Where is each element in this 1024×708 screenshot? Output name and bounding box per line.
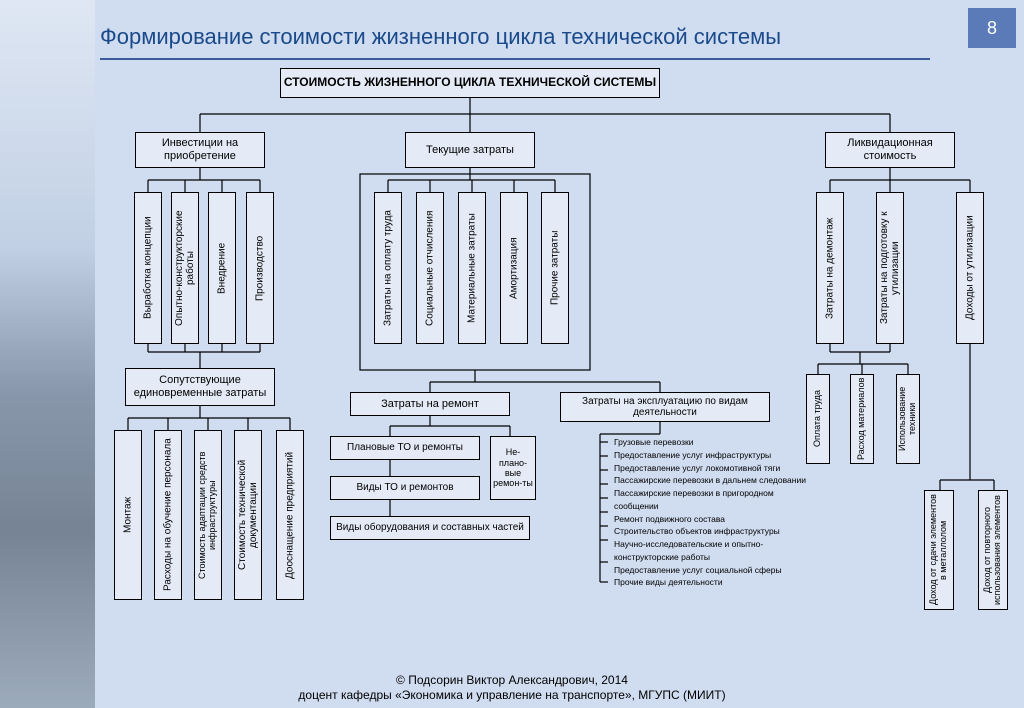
node-liq-1: Затраты на подготовку к утилизации xyxy=(876,192,904,344)
node-inv-3: Производство xyxy=(246,192,274,344)
node-invest: Инвестиции на приобретение xyxy=(135,132,265,168)
node-repair-row-2: Виды оборудования и составных частей xyxy=(330,516,530,540)
lifecycle-cost-diagram: СТОИМОСТЬ ЖИЗНЕННОГО ЦИКЛА ТЕХНИЧЕСКОЙ С… xyxy=(100,62,1020,662)
title-rule xyxy=(100,58,930,60)
node-root: СТОИМОСТЬ ЖИЗНЕННОГО ЦИКЛА ТЕХНИЧЕСКОЙ С… xyxy=(280,68,660,98)
activity-item: Пассажирские перевозки в дальнем следова… xyxy=(610,474,810,487)
node-liqsub1-2: Использование техники xyxy=(896,374,920,464)
node-cur-4: Прочие затраты xyxy=(541,192,569,344)
node-cur-3: Амортизация xyxy=(500,192,528,344)
node-repair-row-0: Плановые ТО и ремонты xyxy=(330,436,480,460)
node-liquid: Ликвидационная стоимость xyxy=(825,132,955,168)
activity-list: Грузовые перевозки Предоставление услуг … xyxy=(610,436,810,589)
node-liqsub1-1: Расход материалов xyxy=(850,374,874,464)
node-acc-4: Дооснащение предприятий xyxy=(276,430,304,600)
node-inv-0: Выработка концепции xyxy=(134,192,162,344)
activity-item: Пассажирские перевозки в пригородном соо… xyxy=(610,487,810,513)
node-cur-1: Социальные отчисления xyxy=(416,192,444,344)
footer-line-2: доцент кафедры «Экономика и управление н… xyxy=(0,688,1024,704)
node-unplanned: Не-плано-вые ремон-ты xyxy=(490,436,536,500)
node-liqsub2-1: Доход от повторного использования элемен… xyxy=(978,490,1008,610)
node-cur-2: Материальные затраты xyxy=(458,192,486,344)
page-title: Формирование стоимости жизненного цикла … xyxy=(100,24,781,50)
background-photo xyxy=(0,0,95,708)
node-acc-2: Стоимость адаптации средств инфраструкту… xyxy=(194,430,222,600)
page-number-badge: 8 xyxy=(968,8,1016,48)
node-acc-3: Стоимость технической документации xyxy=(234,430,262,600)
node-inv-2: Внедрение xyxy=(208,192,236,344)
node-liqsub2-0: Доход от сдачи элементов в металлолом xyxy=(924,490,954,610)
node-accomp: Сопутствующие единовременные затраты xyxy=(125,368,275,406)
activity-item: Научно-исследовательские и опытно-констр… xyxy=(610,538,810,564)
node-current: Текущие затраты xyxy=(405,132,535,168)
node-by-activity: Затраты на эксплуатацию по видам деятель… xyxy=(560,392,770,422)
activity-item: Предоставление услуг локомотивной тяги xyxy=(610,462,810,475)
footer: © Подсорин Виктор Александрович, 2014 до… xyxy=(0,673,1024,704)
activity-item: Предоставление услуг социальной сферы xyxy=(610,564,810,577)
activity-item: Предоставление услуг инфраструктуры xyxy=(610,449,810,462)
node-cur-0: Затраты на оплату труда xyxy=(374,192,402,344)
footer-line-1: © Подсорин Виктор Александрович, 2014 xyxy=(0,673,1024,689)
node-repair: Затраты на ремонт xyxy=(350,392,510,416)
node-inv-1: Опытно-конструкторские работы xyxy=(171,192,199,344)
activity-item: Ремонт подвижного состава xyxy=(610,513,810,526)
node-liq-0: Затраты на демонтаж xyxy=(816,192,844,344)
activity-item: Грузовые перевозки xyxy=(610,436,810,449)
activity-item: Строительство объектов инфраструктуры xyxy=(610,525,810,538)
node-acc-1: Расходы на обучение персонала xyxy=(154,430,182,600)
node-liq-2: Доходы от утилизации xyxy=(956,192,984,344)
node-acc-0: Монтаж xyxy=(114,430,142,600)
activity-item: Прочие виды деятельности xyxy=(610,576,810,589)
node-repair-row-1: Виды ТО и ремонтов xyxy=(330,476,480,500)
node-liqsub1-0: Оплата труда xyxy=(806,374,830,464)
